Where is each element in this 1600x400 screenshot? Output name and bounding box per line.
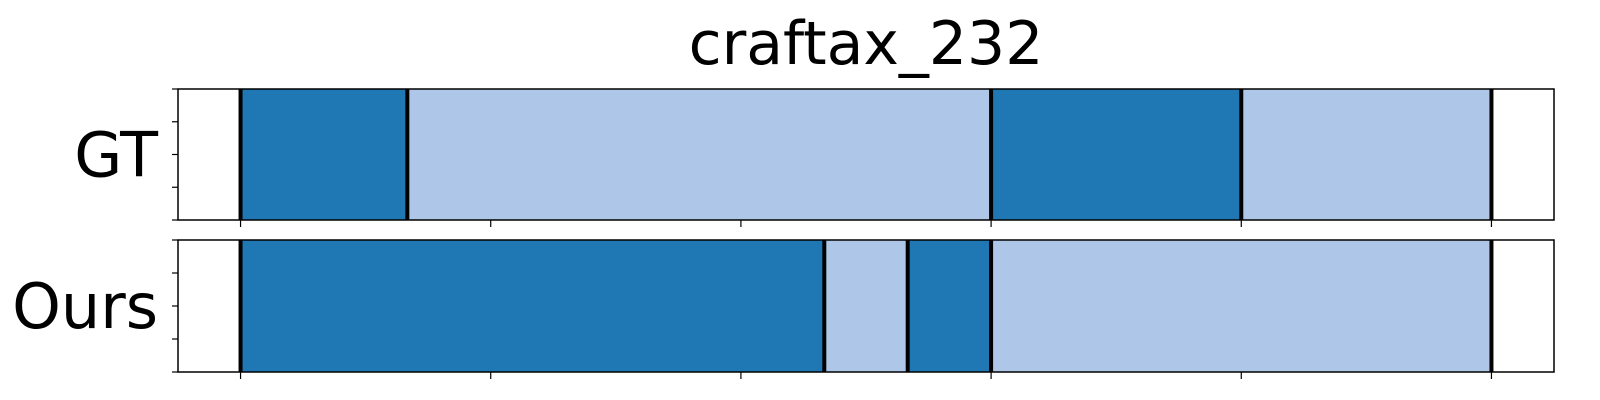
chart-title: craftax_232 — [689, 9, 1044, 79]
segment-ours-2 — [907, 240, 992, 372]
rows-group: GT Ours — [12, 88, 1555, 379]
segment-gt-1 — [407, 89, 992, 220]
segment-ours-1 — [824, 240, 908, 372]
segment-gt-0 — [240, 89, 408, 220]
segment-ours-0 — [240, 240, 825, 372]
row-label-gt: GT — [74, 119, 159, 192]
segment-ours-3 — [991, 240, 1492, 372]
segment-gt-3 — [1241, 89, 1492, 220]
segment-gt-2 — [991, 89, 1242, 220]
row-label-ours: Ours — [12, 270, 158, 343]
